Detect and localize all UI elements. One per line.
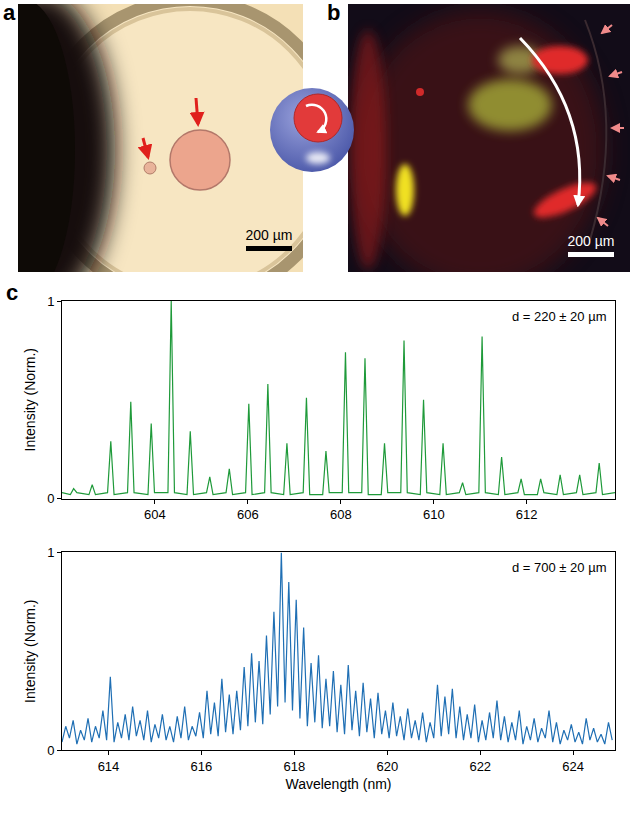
html-text:c: c bbox=[6, 280, 19, 305]
svg-text:616: 616 bbox=[191, 759, 213, 774]
svg-text:200 µm: 200 µm bbox=[246, 227, 293, 243]
svg-text:b: b bbox=[327, 0, 340, 25]
svg-text:612: 612 bbox=[516, 507, 538, 522]
svg-text:1: 1 bbox=[47, 545, 54, 560]
svg-text:610: 610 bbox=[423, 507, 445, 522]
svg-text:608: 608 bbox=[330, 507, 352, 522]
svg-text:0: 0 bbox=[47, 491, 54, 506]
svg-text:Intensity (Norm.): Intensity (Norm.) bbox=[22, 599, 38, 702]
svg-text:200 µm: 200 µm bbox=[568, 233, 615, 249]
svg-text:1: 1 bbox=[47, 294, 54, 309]
svg-text:614: 614 bbox=[98, 759, 120, 774]
svg-text:606: 606 bbox=[237, 507, 259, 522]
svg-text:624: 624 bbox=[562, 759, 584, 774]
svg-text:Intensity (Norm.): Intensity (Norm.) bbox=[22, 348, 38, 451]
svg-text:622: 622 bbox=[469, 759, 491, 774]
svg-text:604: 604 bbox=[144, 507, 166, 522]
svg-text:618: 618 bbox=[283, 759, 305, 774]
svg-text:d = 220 ± 20 µm: d = 220 ± 20 µm bbox=[512, 309, 607, 324]
svg-text:0: 0 bbox=[47, 743, 54, 758]
svg-text:Wavelength (nm): Wavelength (nm) bbox=[285, 776, 391, 792]
svg-text:d = 700 ± 20 µm: d = 700 ± 20 µm bbox=[512, 560, 607, 575]
svg-text:a: a bbox=[3, 0, 16, 25]
svg-text:620: 620 bbox=[376, 759, 398, 774]
